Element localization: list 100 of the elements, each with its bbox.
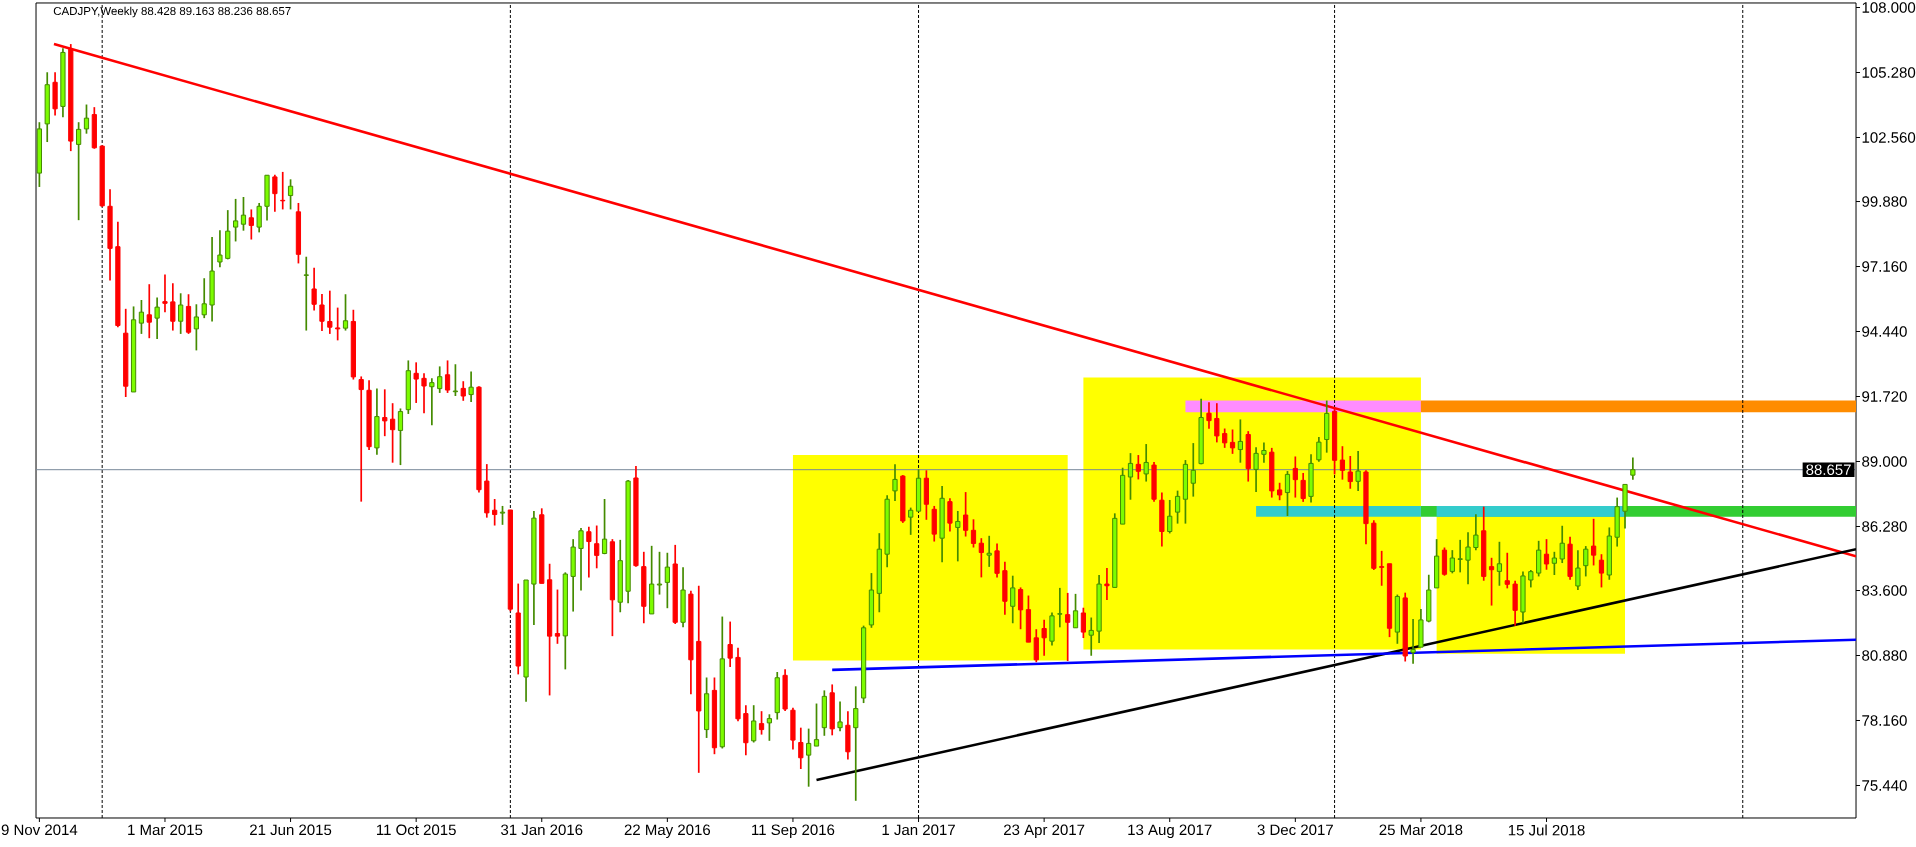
candlestick xyxy=(798,726,804,770)
candlestick xyxy=(594,524,600,570)
candlestick xyxy=(1080,606,1087,639)
candlestick xyxy=(1316,436,1322,463)
candlestick xyxy=(1010,574,1016,625)
y-tick-label: 99.880 xyxy=(1862,196,1907,207)
candlestick xyxy=(170,282,176,332)
y-tick-label: 75.440 xyxy=(1862,780,1907,791)
chart-title: CADJPY,Weekly 88.428 89.163 88.236 88.657 xyxy=(53,6,291,18)
candlestick xyxy=(413,361,419,404)
candlestick xyxy=(76,121,82,222)
candlestick xyxy=(397,407,404,466)
y-tick-label: 105.280 xyxy=(1862,67,1916,78)
candlestick xyxy=(806,727,812,788)
candlestick xyxy=(303,255,309,332)
candlestick xyxy=(1167,499,1173,535)
candlestick xyxy=(1583,545,1589,578)
candlestick xyxy=(437,365,443,394)
candlestick xyxy=(162,273,168,314)
candlestick xyxy=(994,542,1000,579)
x-tick-label: 31 Jan 2016 xyxy=(501,824,583,836)
candlestick xyxy=(1630,456,1636,481)
candlestick xyxy=(1237,418,1243,464)
candlestick xyxy=(978,537,984,579)
x-tick-label: 3 Dec 2017 xyxy=(1257,824,1333,836)
candlestick xyxy=(1072,593,1079,629)
y-tick-label: 89.000 xyxy=(1862,456,1907,467)
candlestick xyxy=(319,293,325,332)
candlestick xyxy=(766,713,773,742)
candlestick xyxy=(1543,538,1550,571)
y-tick-label: 102.560 xyxy=(1862,132,1916,143)
candlestick xyxy=(1504,551,1510,590)
candlestick xyxy=(656,550,663,596)
candlestick xyxy=(892,463,898,502)
candlestick xyxy=(1057,587,1063,629)
candlestick xyxy=(287,178,294,211)
candlestick xyxy=(389,402,396,464)
candlestick xyxy=(327,289,333,335)
candlestick xyxy=(1222,427,1228,449)
x-tick-label: 11 Sep 2016 xyxy=(752,824,835,839)
candlestick xyxy=(452,363,459,397)
candlestick xyxy=(444,359,451,394)
candlestick xyxy=(1449,549,1455,575)
candlestick xyxy=(1355,450,1361,492)
x-tick-label: 9 Nov 2014 xyxy=(1,824,78,836)
candlestick xyxy=(837,700,843,733)
candlestick xyxy=(1598,553,1605,589)
candlestick xyxy=(1284,470,1291,517)
candlestick xyxy=(1229,428,1236,455)
candlestick xyxy=(554,588,561,645)
candlestick xyxy=(421,372,427,415)
candlestick xyxy=(1088,616,1094,657)
candlestick xyxy=(947,497,953,533)
candlestick xyxy=(460,380,466,402)
candlestick xyxy=(201,277,207,319)
candlestick xyxy=(955,510,961,563)
candlestick xyxy=(193,303,199,352)
candlestick xyxy=(1410,618,1416,665)
candlestick xyxy=(138,299,145,335)
candlestick xyxy=(1206,401,1212,430)
candlestick xyxy=(1033,628,1039,664)
x-tick-label: 25 Mar 2018 xyxy=(1379,824,1463,836)
candlestick xyxy=(1190,442,1196,498)
candlestick xyxy=(217,229,223,269)
candlestick xyxy=(272,173,278,213)
candlestick xyxy=(1041,618,1047,657)
candlestick xyxy=(1347,455,1353,490)
candlestick xyxy=(578,527,584,592)
x-tick-label: 1 Mar 2015 xyxy=(128,824,203,836)
x-tick-label: 11 Oct 2015 xyxy=(377,824,456,836)
candlestick xyxy=(601,498,608,556)
candlestick xyxy=(233,198,239,243)
y-tick-label: 78.160 xyxy=(1862,715,1907,726)
candlestick xyxy=(1575,549,1581,591)
x-tick-label: 22 May 2016 xyxy=(624,824,711,839)
candlestick xyxy=(1457,539,1463,574)
candlestick xyxy=(248,208,254,241)
candlestick xyxy=(1536,539,1542,578)
candlestick xyxy=(1465,531,1471,586)
y-tick-label: 80.880 xyxy=(1862,650,1907,661)
candlestick xyxy=(1300,472,1306,503)
candlestick xyxy=(1379,550,1385,587)
candlestick xyxy=(342,293,349,332)
candlestick xyxy=(240,196,247,232)
candlestick xyxy=(1174,489,1181,525)
y-tick-label: 91.720 xyxy=(1862,391,1907,402)
candlestick xyxy=(382,388,388,438)
candlestick xyxy=(178,292,184,335)
candlestick xyxy=(751,704,757,744)
candlestick xyxy=(358,375,364,503)
candlestick xyxy=(1017,586,1024,631)
candlestick xyxy=(154,296,160,340)
candlestick xyxy=(429,377,435,427)
x-tick-label: 15 Jul 2018 xyxy=(1508,824,1585,836)
y-tick-label: 94.440 xyxy=(1862,326,1907,337)
candlestick xyxy=(727,620,733,668)
candlestick xyxy=(1590,517,1597,567)
x-tick-label: 13 Aug 2017 xyxy=(1128,824,1212,839)
candlestick xyxy=(986,534,992,568)
candlestick xyxy=(1339,445,1346,481)
